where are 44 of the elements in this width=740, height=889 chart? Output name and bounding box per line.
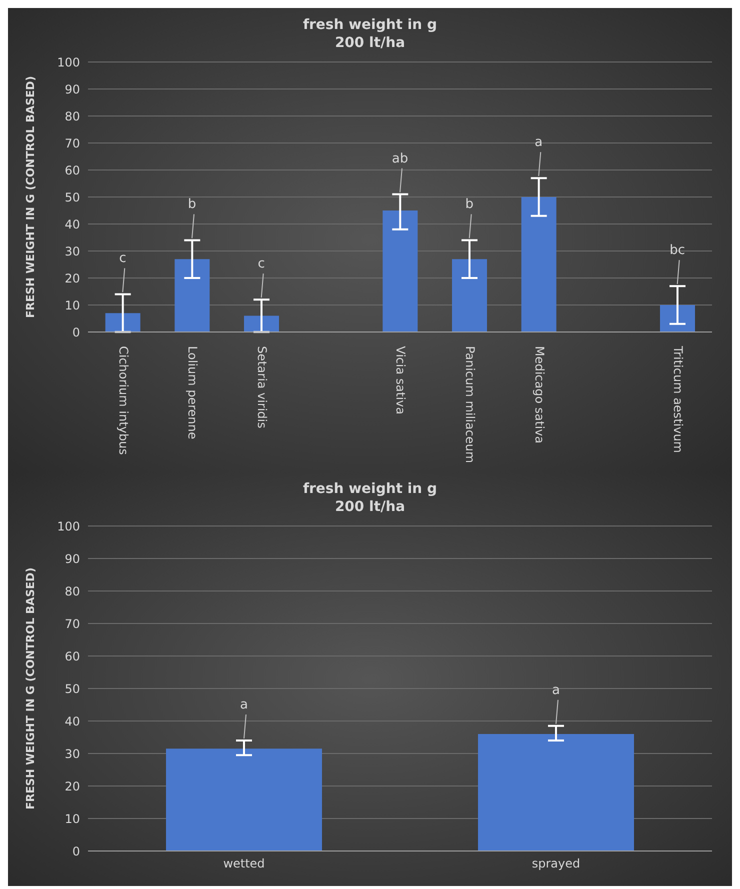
annotation: c bbox=[119, 251, 126, 266]
x-tick-label: Lolium perenne bbox=[186, 346, 200, 440]
y-tick-label: 70 bbox=[64, 616, 80, 631]
annotation: a bbox=[534, 135, 543, 150]
chart-title: fresh weight in g 200 lt/ha bbox=[302, 16, 438, 52]
y-tick-label: 80 bbox=[64, 584, 80, 598]
y-axis-title: FRESH WEIGHT IN G (CONTROL BASED) bbox=[24, 76, 37, 318]
x-tick-label: Panicum miliaceum bbox=[463, 346, 478, 464]
y-tick-label: 40 bbox=[64, 217, 80, 232]
y-tick-label: 10 bbox=[64, 298, 80, 312]
annotation: bc bbox=[670, 243, 686, 258]
x-tick-label: Triticum aestivum bbox=[671, 345, 686, 454]
chart-title: fresh weight in g 200 lt/ha bbox=[302, 480, 438, 516]
annotation: c bbox=[258, 256, 265, 272]
annotation: ab bbox=[392, 151, 408, 166]
y-tick-label: 80 bbox=[64, 109, 80, 124]
x-tick-label: sprayed bbox=[532, 856, 580, 871]
y-tick-label: 60 bbox=[64, 649, 80, 664]
y-tick-label: 100 bbox=[57, 55, 80, 70]
y-tick-label: 50 bbox=[64, 682, 80, 696]
y-tick-label: 90 bbox=[64, 82, 80, 96]
y-tick-label: 40 bbox=[64, 714, 80, 728]
annotation: b bbox=[465, 197, 474, 212]
y-tick-label: 20 bbox=[64, 271, 80, 286]
y-tick-label: 20 bbox=[64, 779, 80, 794]
x-tick-label: Setaria viridis bbox=[255, 346, 270, 428]
y-tick-label: 30 bbox=[64, 244, 80, 258]
annotation: b bbox=[188, 197, 196, 212]
y-tick-label: 60 bbox=[64, 163, 80, 178]
y-tick-label: 0 bbox=[72, 325, 80, 340]
y-tick-label: 30 bbox=[64, 746, 80, 761]
x-tick-label: Vicia sativa bbox=[394, 346, 408, 414]
y-tick-label: 70 bbox=[64, 136, 80, 150]
x-tick-label: wetted bbox=[223, 856, 265, 871]
y-tick-label: 90 bbox=[64, 552, 80, 566]
y-tick-label: 10 bbox=[64, 812, 80, 826]
y-tick-label: 50 bbox=[64, 190, 80, 204]
y-tick-label: 0 bbox=[72, 844, 80, 858]
x-tick-label: Medicago sativa bbox=[532, 346, 546, 444]
annotation: a bbox=[552, 682, 560, 698]
y-axis-title: FRESH WEIGHT IN G (CONTROL BASED) bbox=[24, 567, 37, 810]
x-tick-label: Cichorium intybus bbox=[116, 346, 130, 455]
y-tick-label: 100 bbox=[57, 519, 80, 534]
annotation: a bbox=[240, 698, 248, 712]
